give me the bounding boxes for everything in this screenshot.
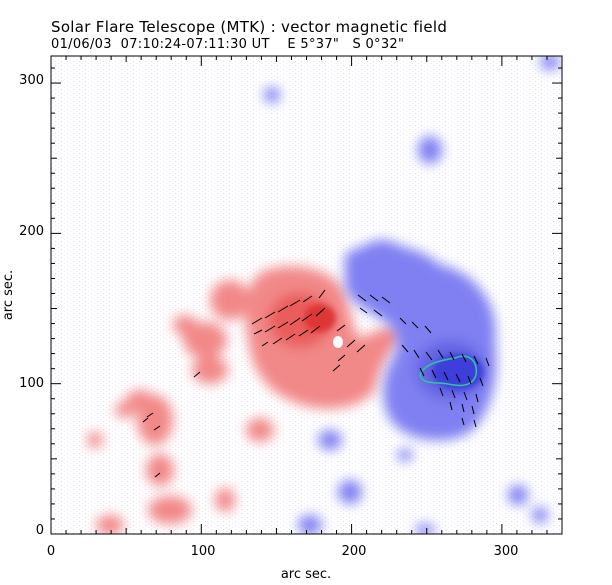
field-vector [399, 317, 407, 325]
field-vector [264, 325, 276, 333]
field-vector [485, 357, 490, 367]
field-vector [146, 412, 154, 418]
field-vector [425, 351, 433, 361]
page-title: Solar Flare Telescope (MTK) : vector mag… [51, 18, 448, 36]
x-tick-label: 300 [494, 544, 519, 559]
field-vector [411, 321, 419, 329]
field-vector [289, 299, 301, 307]
field-vector [424, 325, 432, 334]
field-vector [302, 295, 313, 303]
field-vector [285, 333, 296, 341]
field-vector [277, 321, 289, 329]
field-vector [461, 353, 467, 363]
field-vector [413, 349, 420, 359]
field-vector [315, 307, 326, 317]
field-vector [336, 324, 346, 332]
field-vector [346, 339, 356, 348]
field-vector [431, 369, 437, 379]
negative-polarity-core [432, 354, 484, 390]
field-vector [455, 373, 461, 383]
field-vector [357, 294, 367, 302]
field-vector [439, 387, 444, 397]
field-vector [356, 344, 366, 353]
field-vector [369, 294, 379, 302]
field-vector [475, 393, 479, 403]
field-vector [332, 364, 341, 372]
x-tick-label: 100 [191, 544, 216, 559]
field-vector [337, 354, 346, 362]
field-vector [443, 371, 449, 381]
field-vector [463, 391, 468, 401]
x-tick-label: 200 [342, 544, 367, 559]
y-tick-label: 100 [19, 376, 44, 391]
observation-info: 01/06/03 07:10:24-07:11:30 UT E 5°37" S … [51, 37, 405, 52]
field-vector [251, 317, 263, 325]
positive-polarity-region [87, 266, 400, 534]
field-vector [298, 329, 309, 337]
umbra-contour [419, 355, 478, 387]
transverse-field-vectors [142, 289, 490, 478]
field-vector [301, 313, 313, 322]
field-vector [437, 349, 444, 359]
axis-ticks [50, 56, 563, 535]
field-vector [461, 403, 465, 413]
field-vector [142, 417, 149, 423]
field-vector [451, 389, 456, 399]
y-tick-label: 0 [36, 523, 44, 538]
field-vector [479, 377, 484, 387]
field-vector [419, 367, 425, 377]
field-vector [261, 341, 269, 347]
neutral-spot [333, 336, 343, 348]
field-vector [381, 296, 391, 304]
field-vector [277, 305, 289, 313]
field-vector [272, 337, 283, 345]
field-vector [193, 371, 201, 378]
field-vector [359, 307, 368, 314]
field-vector [467, 375, 472, 385]
field-vector [471, 405, 475, 415]
y-tick-label: 300 [19, 73, 44, 88]
field-vector [289, 317, 301, 326]
field-vector [373, 309, 383, 317]
field-vector [153, 425, 161, 431]
field-vector [449, 351, 455, 361]
magnetogram-image [51, 56, 562, 534]
x-axis-label: arc sec. [281, 567, 331, 582]
field-vector [401, 344, 409, 353]
field-vector [473, 355, 479, 365]
field-vector [310, 325, 321, 334]
positive-polarity-core [304, 304, 336, 332]
field-vector [318, 289, 326, 299]
y-tick-label: 200 [19, 224, 44, 239]
field-vector [264, 311, 276, 319]
field-vector [449, 401, 453, 411]
field-vector [461, 417, 465, 426]
y-axis-label: arc sec. [1, 270, 16, 320]
field-vector [154, 472, 161, 478]
field-vector [253, 329, 263, 335]
field-vector [473, 419, 477, 428]
x-tick-label: 0 [47, 544, 55, 559]
